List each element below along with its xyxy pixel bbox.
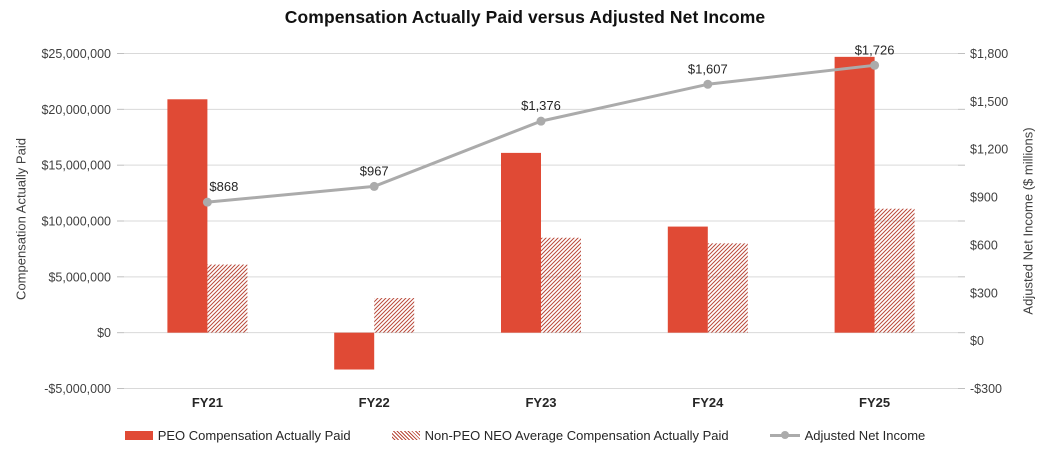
bar-peo-FY21 <box>167 99 208 333</box>
legend: PEO Compensation Actually Paid Non-PEO N… <box>0 428 1050 443</box>
bar-non-peo-FY21 <box>207 264 248 333</box>
net-income-data-label: $1,726 <box>855 42 895 57</box>
legend-label-net-income: Adjusted Net Income <box>804 428 926 443</box>
x-axis-label-FY21: FY21 <box>192 395 223 410</box>
x-axis-label-FY22: FY22 <box>359 395 390 410</box>
left-axis-tick-label: -$5,000,000 <box>44 382 111 396</box>
right-axis-tick-label: $900 <box>970 191 998 205</box>
net-income-data-label: $1,376 <box>521 98 561 113</box>
bar-peo-FY24 <box>667 226 708 333</box>
net-income-marker-FY25 <box>870 60 880 70</box>
right-axis-tick-label: $1,500 <box>970 95 1008 109</box>
bar-non-peo-FY23 <box>541 237 581 333</box>
legend-item-net-income: Adjusted Net Income <box>769 428 926 443</box>
left-axis-tick-label: $15,000,000 <box>41 159 111 173</box>
bar-non-peo-FY25 <box>874 208 915 333</box>
bar-non-peo-FY24 <box>707 243 748 333</box>
left-axis-tick-label: $5,000,000 <box>48 270 111 284</box>
bar-peo-FY23 <box>501 152 541 333</box>
legend-label-peo: PEO Compensation Actually Paid <box>157 428 351 443</box>
net-income-marker-FY22 <box>369 181 379 191</box>
x-axis-label-FY23: FY23 <box>525 395 556 410</box>
right-axis-tick-label: $600 <box>970 238 998 252</box>
non-peo-bar-swatch-icon <box>391 431 420 440</box>
x-axis-label-FY25: FY25 <box>859 395 890 410</box>
net-income-data-label: $1,607 <box>688 61 728 76</box>
net-income-data-label: $967 <box>360 163 389 178</box>
peo-bar-swatch-icon <box>124 431 153 440</box>
right-axis-tick-label: -$300 <box>970 382 1002 396</box>
bar-peo-FY22 <box>334 332 375 370</box>
net-income-data-label: $868 <box>209 179 238 194</box>
chart-title: Compensation Actually Paid versus Adjust… <box>284 7 766 27</box>
left-axis-tick-label: $20,000,000 <box>41 103 111 117</box>
right-axis-tick-label: $300 <box>970 286 998 300</box>
x-axis-label-FY24: FY24 <box>692 395 724 410</box>
net-income-marker-FY21 <box>202 197 212 207</box>
right-axis-tick-label: $1,800 <box>970 47 1008 61</box>
net-income-line-swatch-icon <box>769 431 800 440</box>
right-axis-tick-label: $0 <box>970 334 984 348</box>
legend-item-peo: PEO Compensation Actually Paid <box>124 428 351 443</box>
net-income-marker-FY23 <box>536 116 546 126</box>
bar-peo-FY25 <box>834 56 875 333</box>
bar-non-peo-FY22 <box>374 298 415 333</box>
left-axis-tick-label: $0 <box>97 326 111 340</box>
right-axis-tick-label: $1,200 <box>970 143 1008 157</box>
left-axis-tick-label: $10,000,000 <box>41 215 111 229</box>
net-income-marker-FY24 <box>703 79 713 89</box>
legend-label-non-peo: Non-PEO NEO Average Compensation Actuall… <box>424 428 729 443</box>
legend-item-non-peo: Non-PEO NEO Average Compensation Actuall… <box>391 428 729 443</box>
left-axis-tick-label: $25,000,000 <box>41 47 111 61</box>
